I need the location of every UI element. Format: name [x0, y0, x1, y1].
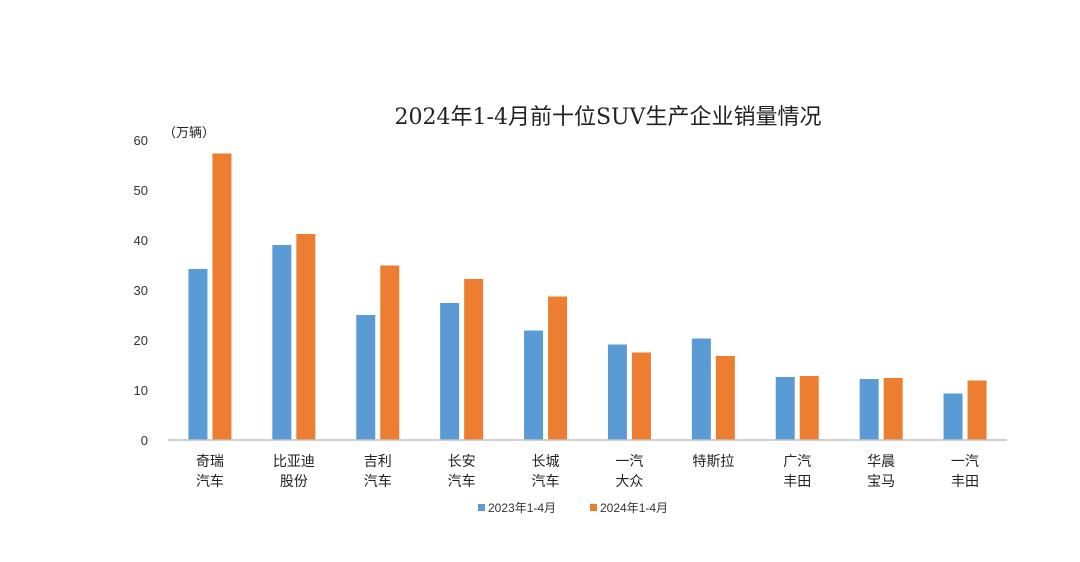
x-category-label: 丰田 [951, 474, 979, 490]
x-category-label: 汽车 [448, 473, 476, 490]
x-category-label: 丰田 [783, 474, 811, 490]
x-category-label: 广汽 [783, 454, 811, 470]
legend-swatch-2023 [478, 504, 485, 511]
x-category-label: 股份 [280, 474, 308, 490]
y-axis-ticks: 0 10 20 30 40 50 60 [134, 133, 148, 448]
bar-2024 [212, 153, 232, 440]
bar-2023 [188, 269, 208, 440]
bar-2024 [548, 296, 568, 440]
x-category-label: 汽车 [364, 473, 392, 490]
bar-2023 [356, 315, 376, 440]
y-tick-label: 20 [134, 333, 148, 348]
x-category-label: 吉利 [364, 454, 392, 470]
bar-2023 [524, 330, 544, 440]
y-tick-label: 50 [134, 183, 148, 198]
bar-2024 [799, 376, 819, 440]
bar-2024 [883, 378, 903, 440]
x-category-label: 特斯拉 [692, 454, 734, 470]
bar-2023 [440, 303, 460, 440]
bar-2023 [607, 344, 627, 440]
bar-2024 [631, 352, 651, 440]
bar-2023 [775, 377, 795, 440]
y-tick-label: 30 [134, 283, 148, 298]
x-category-label: 长安 [448, 454, 476, 470]
x-category-label: 宝马 [867, 474, 895, 490]
y-tick-label: 60 [134, 133, 148, 148]
x-category-label: 汽车 [532, 473, 560, 490]
bar-2024 [464, 279, 484, 440]
y-tick-label: 0 [141, 433, 148, 448]
chart-title: 2024年1-4月前十位SUV生产企业销量情况 [395, 105, 822, 130]
x-category-label: 奇瑞 [196, 453, 224, 470]
y-tick-label: 40 [134, 233, 148, 248]
legend: 2023年1-4月 2024年1-4月 [478, 501, 668, 515]
bar-2023 [691, 338, 711, 440]
x-category-label: 华晨 [867, 454, 895, 470]
x-category-label: 长城 [532, 454, 560, 470]
legend-swatch-2024 [590, 504, 597, 511]
bar-2023 [859, 379, 879, 440]
bar-2024 [967, 380, 987, 440]
x-category-label: 大众 [615, 474, 643, 490]
bar-2024 [296, 234, 316, 440]
bar-series [188, 153, 987, 440]
legend-label-2024: 2024年1-4月 [600, 501, 668, 515]
x-category-label: 一汽 [615, 454, 643, 470]
bar-2024 [715, 356, 735, 440]
bar-2023 [943, 393, 963, 440]
x-category-label: 汽车 [196, 473, 224, 490]
legend-label-2023: 2023年1-4月 [488, 501, 556, 515]
x-category-label: 一汽 [951, 454, 979, 470]
x-category-label: 比亚迪 [273, 454, 315, 470]
y-axis-unit-label: （万辆） [163, 126, 215, 141]
bar-2023 [272, 245, 292, 440]
y-tick-label: 10 [134, 383, 148, 398]
bar-2024 [380, 265, 400, 440]
